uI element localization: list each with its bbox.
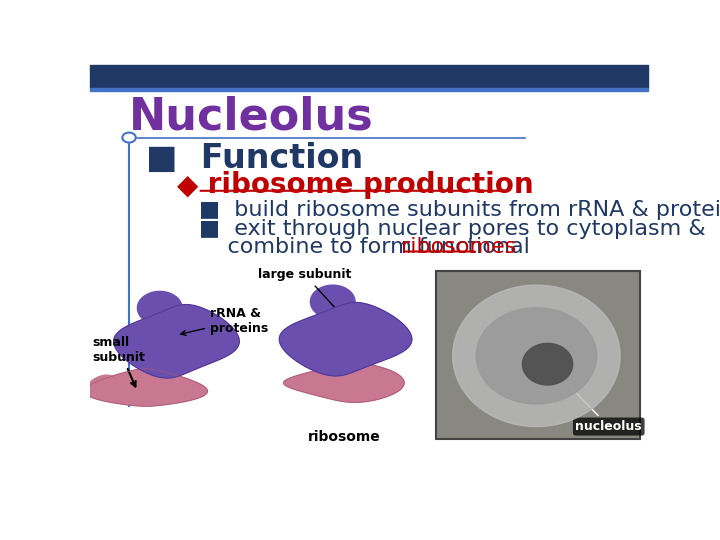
Bar [90, 65, 648, 87]
Bar [436, 271, 639, 439]
Text: large subunit: large subunit [258, 268, 351, 318]
Text: ribosome: ribosome [307, 430, 380, 444]
Polygon shape [279, 302, 412, 376]
Text: nucleolus: nucleolus [554, 369, 642, 433]
Text: combine to form functional: combine to form functional [199, 237, 537, 256]
Polygon shape [310, 285, 355, 319]
Polygon shape [138, 292, 182, 325]
Polygon shape [284, 363, 404, 402]
Polygon shape [114, 305, 239, 378]
Text: ■  build ribosome subunits from rRNA & proteins: ■ build ribosome subunits from rRNA & pr… [199, 200, 720, 220]
Text: rRNA &
proteins: rRNA & proteins [181, 307, 269, 335]
Text: ribosomes: ribosomes [401, 237, 517, 256]
Polygon shape [453, 285, 620, 427]
Text: small
subunit: small subunit [93, 336, 145, 387]
Text: ribosome production: ribosome production [198, 171, 534, 199]
Polygon shape [476, 308, 597, 404]
Text: Nucleolus: Nucleolus [129, 95, 374, 138]
Text: ◆: ◆ [176, 171, 198, 199]
Circle shape [122, 133, 136, 143]
Text: ■  Function: ■ Function [145, 142, 363, 175]
Text: ■  exit through nuclear pores to cytoplasm &: ■ exit through nuclear pores to cytoplas… [199, 219, 706, 239]
Polygon shape [523, 343, 572, 385]
Bar [90, 87, 648, 91]
Polygon shape [89, 375, 120, 399]
Polygon shape [84, 369, 207, 406]
